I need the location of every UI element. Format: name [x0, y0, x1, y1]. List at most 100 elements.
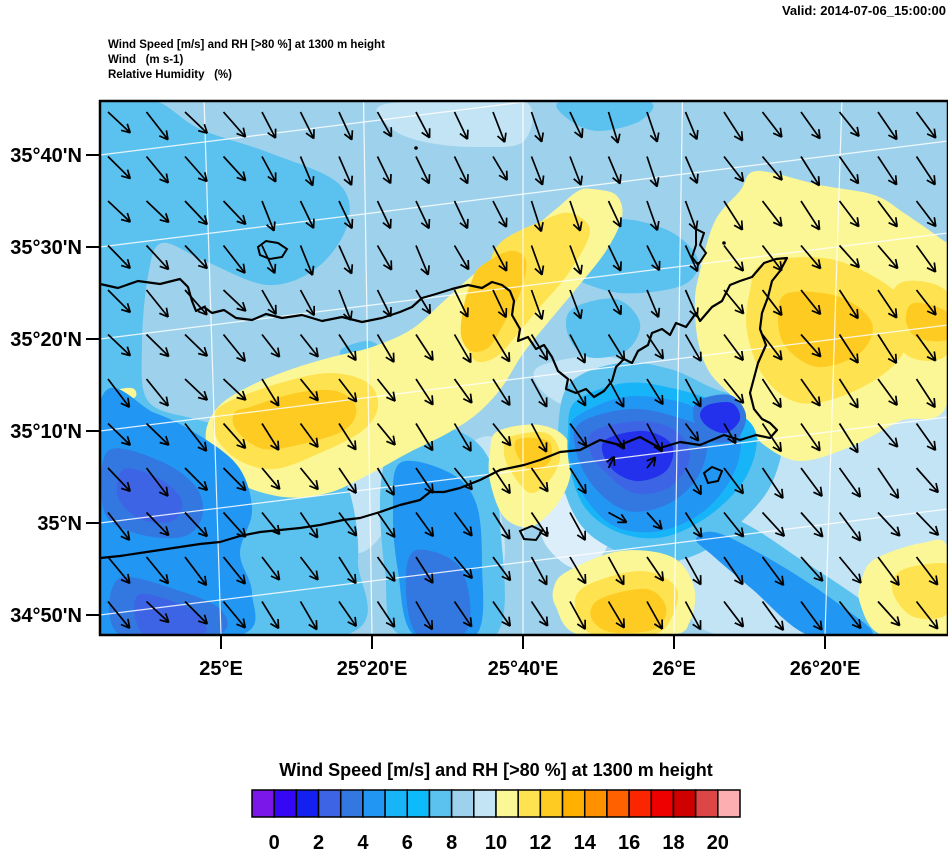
wind-arrow — [569, 601, 587, 630]
wind-arrow — [607, 423, 626, 450]
wind-arrow — [723, 467, 745, 495]
wind-arrow — [607, 156, 622, 185]
wind-arrow — [800, 600, 823, 631]
wind-arrow — [761, 111, 783, 138]
wind-arrow — [338, 378, 358, 403]
wind-arrow — [684, 200, 699, 231]
contour-blue-streak-inner — [695, 531, 873, 635]
wind-arrow — [530, 512, 549, 538]
wind-arrow — [492, 334, 511, 363]
wind-arrow — [530, 245, 545, 276]
wind-arrow — [222, 289, 247, 312]
wind-arrow — [569, 556, 587, 585]
wind-arrow — [184, 333, 209, 357]
wind-arrow — [338, 556, 357, 585]
wind-arrow — [915, 423, 937, 452]
wind-arrow — [800, 511, 824, 538]
colorbar-cell — [295, 789, 320, 818]
colorbar-title: Wind Speed [m/s] and RH [>80 %] at 1300 … — [279, 760, 713, 780]
wind-arrow — [338, 245, 354, 275]
wind-arrow — [107, 244, 132, 270]
wind-arrow — [261, 556, 281, 581]
wind-arrow — [838, 111, 860, 138]
wind-arrow — [261, 511, 281, 536]
colorbar-tick-label: 18 — [662, 832, 684, 854]
wind-arrow — [453, 467, 473, 491]
wind-arrow — [453, 200, 469, 230]
colorbar-cell — [606, 789, 630, 818]
wind-arrow — [492, 111, 507, 143]
wind-arrow — [107, 333, 132, 357]
wind-arrow — [145, 333, 170, 358]
wind-arrow — [376, 156, 392, 185]
wind-arrow — [261, 111, 277, 139]
wind-arrow — [877, 200, 899, 228]
wind-arrow — [184, 556, 208, 587]
wind-arrow — [376, 245, 393, 271]
wind-arrow — [915, 600, 939, 630]
wind-arrow — [646, 601, 664, 630]
colorbar-cell — [561, 789, 586, 818]
wind-arrow — [261, 601, 280, 630]
wind-arrow — [877, 111, 898, 141]
wind-arrow — [145, 378, 170, 407]
wind-arrow — [338, 156, 354, 186]
wind-arrow — [684, 334, 702, 362]
wind-arrow — [299, 601, 318, 631]
wind-arrow — [145, 467, 169, 497]
wind-arrow — [299, 333, 319, 358]
wind-arrow — [415, 467, 434, 494]
wind-arrow — [915, 556, 939, 586]
wind-arrow — [761, 423, 783, 453]
wind-arrow — [299, 467, 319, 491]
wind-arrow — [261, 245, 277, 274]
wind-arrow — [684, 111, 699, 141]
wind-arrow — [607, 334, 626, 361]
contour-gold-bottom-center-core — [590, 588, 667, 634]
wind-arrow — [915, 156, 936, 186]
wind-arrow — [261, 467, 281, 490]
wind-arrow — [607, 245, 622, 272]
wind-arrow — [761, 200, 783, 227]
graticule-parallel — [100, 416, 948, 524]
wind-arrow — [877, 156, 898, 186]
pseira-island — [690, 227, 708, 267]
wind-arrows-layer — [107, 111, 940, 631]
colorbar-cell — [517, 789, 542, 818]
wind-arrow — [569, 200, 583, 232]
wind-arrow — [453, 556, 474, 580]
wind-arrow — [261, 423, 280, 451]
wind-arrow — [376, 556, 396, 582]
wind-arrow — [530, 111, 545, 143]
graticule-parallel — [100, 324, 948, 432]
colorbar-cell — [539, 789, 564, 818]
wind-arrow — [915, 467, 940, 494]
islet-dot — [722, 241, 726, 245]
wind-arrow — [684, 512, 703, 538]
colorbar-cell — [428, 789, 453, 818]
islet-dot — [414, 146, 418, 150]
wind-arrow — [915, 511, 940, 537]
wind-arrow — [107, 422, 132, 447]
wind-arrow — [145, 111, 169, 141]
wind-arrow — [299, 289, 316, 317]
wind-arrow — [915, 334, 937, 362]
wind-arrow — [261, 289, 277, 316]
wind-arrow — [684, 156, 699, 184]
wind-arrow — [453, 378, 473, 404]
wind-arrow — [222, 111, 247, 138]
wind-arrow — [530, 378, 548, 408]
wind-arrow — [877, 289, 898, 319]
contour-royal-sw-small1 — [116, 468, 183, 523]
lon-tick-label: 25°20'E — [337, 658, 408, 680]
wind-arrow — [877, 334, 898, 365]
wind-arrow — [684, 467, 702, 496]
wind-arrow — [145, 155, 170, 184]
wind-arrow — [299, 156, 315, 187]
wind-arrow — [299, 200, 315, 229]
field-layer — [100, 101, 948, 635]
wind-arrow — [607, 378, 625, 408]
wind-arrow — [569, 378, 587, 407]
wind-arrow — [761, 244, 783, 272]
